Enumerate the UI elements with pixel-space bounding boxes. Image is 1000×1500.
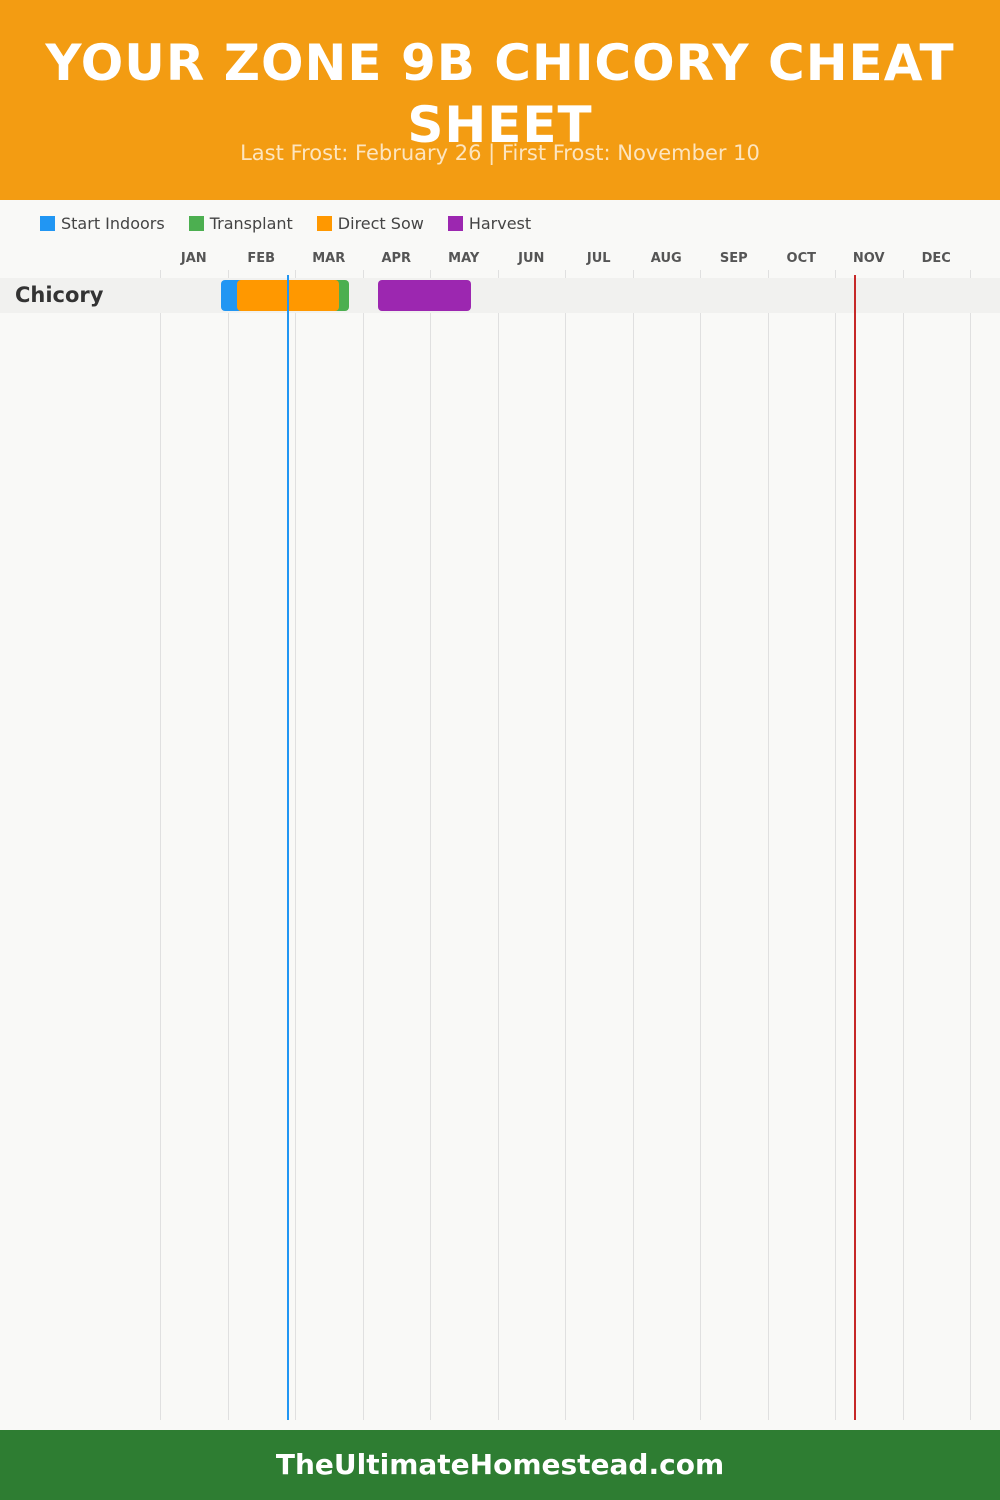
gridline [970, 270, 971, 1420]
gridline [767, 270, 769, 1420]
gridline [835, 270, 836, 1420]
footer-site-link[interactable]: TheUltimateHomestead.com [0, 1430, 1000, 1500]
legend-swatch [40, 216, 55, 231]
header: Your Zone 9B Chicory Cheat Sheet Last Fr… [0, 0, 1000, 200]
month-label: JUN [518, 251, 545, 266]
month-label: DEC [921, 251, 951, 266]
gridline [497, 270, 499, 1420]
gridline [227, 270, 229, 1420]
month-label: MAY [448, 251, 480, 266]
gridline [295, 270, 296, 1420]
legend-swatch [447, 216, 463, 231]
first-frost-line [854, 275, 857, 1420]
month-label: APR [381, 251, 412, 266]
legend-label: Start Indoors [61, 214, 165, 233]
legend-swatch [316, 216, 332, 231]
legend-label: Transplant [209, 214, 293, 233]
gridline [362, 270, 364, 1420]
month-label: JAN [180, 251, 207, 266]
legend-item: Direct Sow [316, 214, 424, 233]
month-label: SEP [719, 251, 748, 266]
legend: Start Indoors Transplant Direct Sow Harvest [40, 214, 531, 233]
gridline [430, 270, 431, 1420]
gridline [160, 270, 161, 1420]
legend-item: Harvest [447, 214, 532, 233]
month-label: JUL [586, 251, 611, 266]
bar-harvest [378, 280, 472, 311]
legend-label: Direct Sow [337, 214, 424, 233]
legend-item: Start Indoors [40, 214, 165, 233]
month-label: MAR [312, 251, 346, 266]
gridline [565, 270, 566, 1420]
chart-row: Chicory [0, 278, 1000, 313]
month-label: FEB [247, 251, 276, 266]
row-label: Chicory [15, 283, 104, 307]
frost-dates-subtitle: Last Frost: February 26 | First Frost: N… [240, 141, 760, 165]
last-frost-line [286, 275, 289, 1420]
legend-swatch [188, 216, 204, 231]
gridline [700, 270, 701, 1420]
page-title: Your Zone 9B Chicory Cheat Sheet [45, 34, 955, 154]
gridline [632, 270, 634, 1420]
month-label: AUG [650, 251, 682, 266]
planting-chart: JAN FEB MAR APR MAY JUN JUL AUG SEP OCT NOV DEC Chic… [0, 240, 1000, 1420]
month-label: NOV [852, 251, 885, 266]
gridline [902, 270, 904, 1420]
month-label: OCT [786, 251, 816, 266]
legend-label: Harvest [468, 214, 532, 233]
legend-item: Transplant [188, 214, 293, 233]
